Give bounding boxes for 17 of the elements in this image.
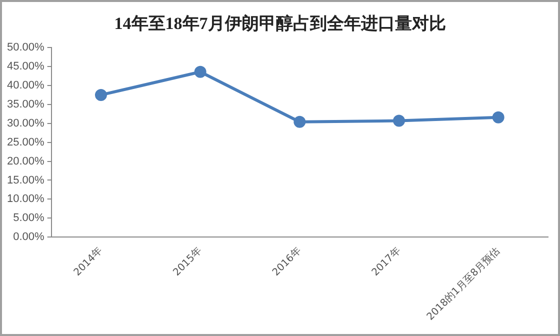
y-tick-label: 35.00% (6, 98, 45, 110)
y-tick-label: 0.00% (13, 231, 45, 244)
point (392, 114, 405, 127)
y-tick-label: 50.00% (6, 42, 45, 54)
y-tick-label: 25.00% (6, 136, 45, 148)
y-tick-label: 45.00% (6, 60, 45, 73)
chart-title: 14年至18年7月伊朗甲醇占到全年进口量对比 (113, 13, 447, 35)
point (294, 116, 306, 128)
point (492, 111, 504, 124)
y-tick-label: 20.00% (6, 155, 45, 168)
y-tick-label: 30.00% (6, 117, 45, 130)
point (94, 88, 107, 101)
y-tick-label: 5.00% (13, 212, 45, 224)
y-tick-label: 10.00% (6, 193, 45, 206)
y-tick-label: 15.00% (6, 174, 45, 186)
y-tick-label: 40.00% (6, 80, 45, 92)
point (194, 66, 206, 78)
